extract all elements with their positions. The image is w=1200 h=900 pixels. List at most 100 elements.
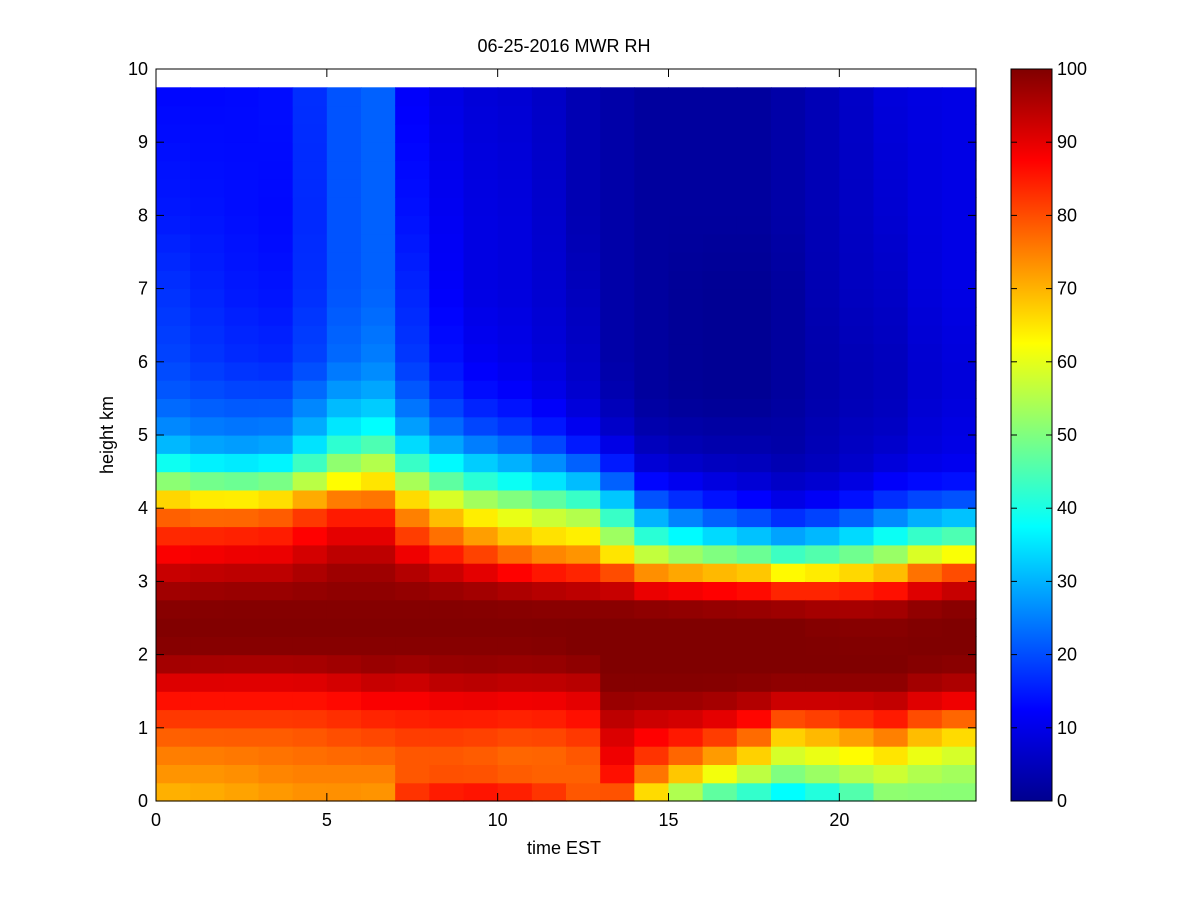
heatmap-cell <box>156 252 191 271</box>
heatmap-cell <box>224 489 260 509</box>
heatmap-cell <box>634 544 670 564</box>
y-axis-ticks: 0 1 2 3 4 5 6 7 8 9 10 <box>128 59 976 811</box>
heatmap-cell <box>941 672 977 692</box>
heatmap-cell <box>873 416 909 436</box>
heatmap-cell <box>429 453 465 473</box>
heatmap-cell <box>941 361 977 381</box>
heatmap-cell <box>463 435 499 454</box>
colorbar-tick-label: 0 <box>1057 791 1067 811</box>
heatmap-cell <box>941 709 977 729</box>
heatmap-cell <box>190 782 225 802</box>
heatmap-cell <box>941 435 977 454</box>
heatmap-cell <box>361 233 396 253</box>
heatmap-cell <box>429 746 465 765</box>
heatmap-cell <box>497 306 533 326</box>
heatmap-cell <box>190 380 225 399</box>
heatmap-cell <box>429 636 465 656</box>
heatmap-cell <box>634 233 670 253</box>
heatmap-cell <box>736 782 772 802</box>
heatmap-cell <box>156 435 191 454</box>
heatmap-cell <box>292 87 328 107</box>
y-tick-label: 6 <box>138 352 148 372</box>
heatmap-cell <box>839 544 875 564</box>
heatmap-cell <box>292 563 328 582</box>
heatmap-cell <box>873 380 909 399</box>
heatmap-cell <box>224 270 260 290</box>
heatmap-cell <box>292 160 328 180</box>
heatmap-cell <box>907 233 943 253</box>
heatmap-cell <box>771 343 806 363</box>
heatmap-cell <box>805 123 840 143</box>
heatmap-cell <box>941 233 977 253</box>
heatmap-cell <box>326 288 362 308</box>
colorbar-tick-label: 90 <box>1057 132 1077 152</box>
heatmap-cell <box>463 618 499 637</box>
heatmap-cell <box>258 288 294 308</box>
heatmap-cell <box>156 636 191 656</box>
heatmap-cell <box>531 764 567 784</box>
x-axis-label: time EST <box>527 838 601 858</box>
heatmap-cell <box>190 727 225 747</box>
heatmap-cell <box>531 453 567 473</box>
heatmap-cell <box>668 160 704 180</box>
heatmap-cell <box>634 215 670 235</box>
heatmap-cell <box>224 435 260 454</box>
heatmap-cell <box>941 197 977 216</box>
heatmap-cell <box>224 544 260 564</box>
heatmap-cell <box>361 380 396 399</box>
heatmap-cell <box>600 746 635 765</box>
heatmap-cell <box>429 654 465 674</box>
heatmap-cell <box>463 252 499 271</box>
heatmap-cell <box>941 288 977 308</box>
heatmap-cell <box>702 380 738 399</box>
heatmap-cell <box>668 142 704 162</box>
heatmap-cell <box>429 288 465 308</box>
heatmap-cell <box>531 599 567 619</box>
heatmap-cell <box>805 435 840 454</box>
heatmap-cell <box>805 563 840 582</box>
heatmap-cell <box>600 636 635 656</box>
heatmap-cell <box>224 197 260 216</box>
heatmap-cells <box>156 87 977 802</box>
heatmap-cell <box>907 508 943 528</box>
heatmap-cell <box>634 252 670 271</box>
heatmap-cell <box>907 599 943 619</box>
heatmap-cell <box>395 435 430 454</box>
heatmap-cell <box>702 252 738 271</box>
heatmap-cell <box>258 252 294 271</box>
heatmap-cell <box>395 563 430 582</box>
heatmap-cell <box>805 526 840 546</box>
heatmap-cell <box>326 306 362 326</box>
heatmap-cell <box>771 709 806 729</box>
heatmap-cell <box>156 489 191 509</box>
heatmap-cell <box>839 380 875 399</box>
heatmap-cell <box>600 306 635 326</box>
heatmap-cell <box>566 563 601 582</box>
heatmap-cell <box>224 782 260 802</box>
heatmap-cell <box>429 325 465 345</box>
heatmap-cell <box>190 361 225 381</box>
heatmap-cell <box>326 252 362 271</box>
heatmap-cell <box>258 416 294 436</box>
heatmap-cell <box>326 636 362 656</box>
heatmap-cell <box>805 343 840 363</box>
heatmap-cell <box>292 764 328 784</box>
heatmap-cell <box>736 764 772 784</box>
heatmap-cell <box>497 142 533 162</box>
heatmap-cell <box>941 471 977 491</box>
heatmap-cell <box>463 654 499 674</box>
heatmap-cell <box>395 489 430 509</box>
heatmap-cell <box>224 398 260 418</box>
heatmap-cell <box>907 288 943 308</box>
heatmap-cell <box>463 636 499 656</box>
heatmap-cell <box>156 672 191 692</box>
heatmap-cell <box>668 563 704 582</box>
heatmap-cell <box>463 746 499 765</box>
heatmap-cell <box>805 160 840 180</box>
heatmap-cell <box>839 197 875 216</box>
y-tick-label: 5 <box>138 425 148 445</box>
heatmap-cell <box>258 636 294 656</box>
heatmap-cell <box>702 508 738 528</box>
heatmap-cell <box>702 709 738 729</box>
heatmap-cell <box>224 325 260 345</box>
